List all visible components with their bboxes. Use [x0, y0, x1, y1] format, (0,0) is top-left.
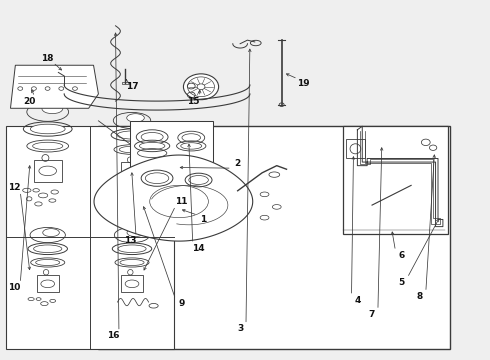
Polygon shape [10, 65, 98, 108]
Text: 6: 6 [398, 251, 404, 260]
Bar [121, 275, 143, 292]
Text: 9: 9 [178, 299, 185, 308]
Text: 15: 15 [188, 96, 200, 105]
Ellipse shape [34, 245, 62, 253]
Ellipse shape [36, 260, 60, 266]
Ellipse shape [127, 229, 144, 237]
Text: 8: 8 [417, 292, 423, 301]
Bar [5, 126, 174, 348]
Ellipse shape [197, 84, 205, 90]
Text: 1: 1 [200, 215, 207, 224]
Ellipse shape [118, 245, 146, 253]
Ellipse shape [119, 146, 145, 153]
Ellipse shape [117, 131, 147, 139]
Text: 18: 18 [41, 54, 53, 63]
Text: 11: 11 [175, 197, 188, 206]
Ellipse shape [30, 124, 65, 134]
Text: 3: 3 [237, 324, 243, 333]
Ellipse shape [146, 173, 169, 184]
Text: 14: 14 [192, 244, 205, 253]
Bar [37, 275, 58, 292]
Ellipse shape [140, 142, 165, 149]
Text: 12: 12 [8, 183, 21, 192]
Text: 7: 7 [369, 310, 375, 319]
Text: 16: 16 [107, 332, 120, 341]
Bar [121, 162, 144, 181]
Ellipse shape [189, 176, 208, 184]
Ellipse shape [127, 114, 145, 122]
Bar [34, 159, 62, 182]
Ellipse shape [42, 103, 63, 114]
Text: 4: 4 [354, 296, 361, 305]
Text: 13: 13 [124, 237, 136, 246]
Bar [130, 121, 213, 173]
Bar [343, 126, 448, 234]
Ellipse shape [43, 229, 59, 237]
Polygon shape [94, 155, 253, 241]
Ellipse shape [181, 143, 202, 149]
Text: 5: 5 [398, 278, 404, 287]
Bar [345, 139, 365, 158]
Text: 2: 2 [235, 159, 241, 168]
Text: 17: 17 [126, 82, 139, 91]
Text: 10: 10 [8, 283, 21, 292]
Bar [98, 126, 450, 348]
Text: 20: 20 [23, 96, 35, 105]
Bar [122, 82, 129, 84]
Ellipse shape [33, 142, 63, 150]
Ellipse shape [141, 132, 163, 141]
Text: 19: 19 [297, 79, 310, 88]
Ellipse shape [182, 134, 200, 141]
Ellipse shape [120, 260, 144, 266]
Ellipse shape [183, 74, 219, 100]
